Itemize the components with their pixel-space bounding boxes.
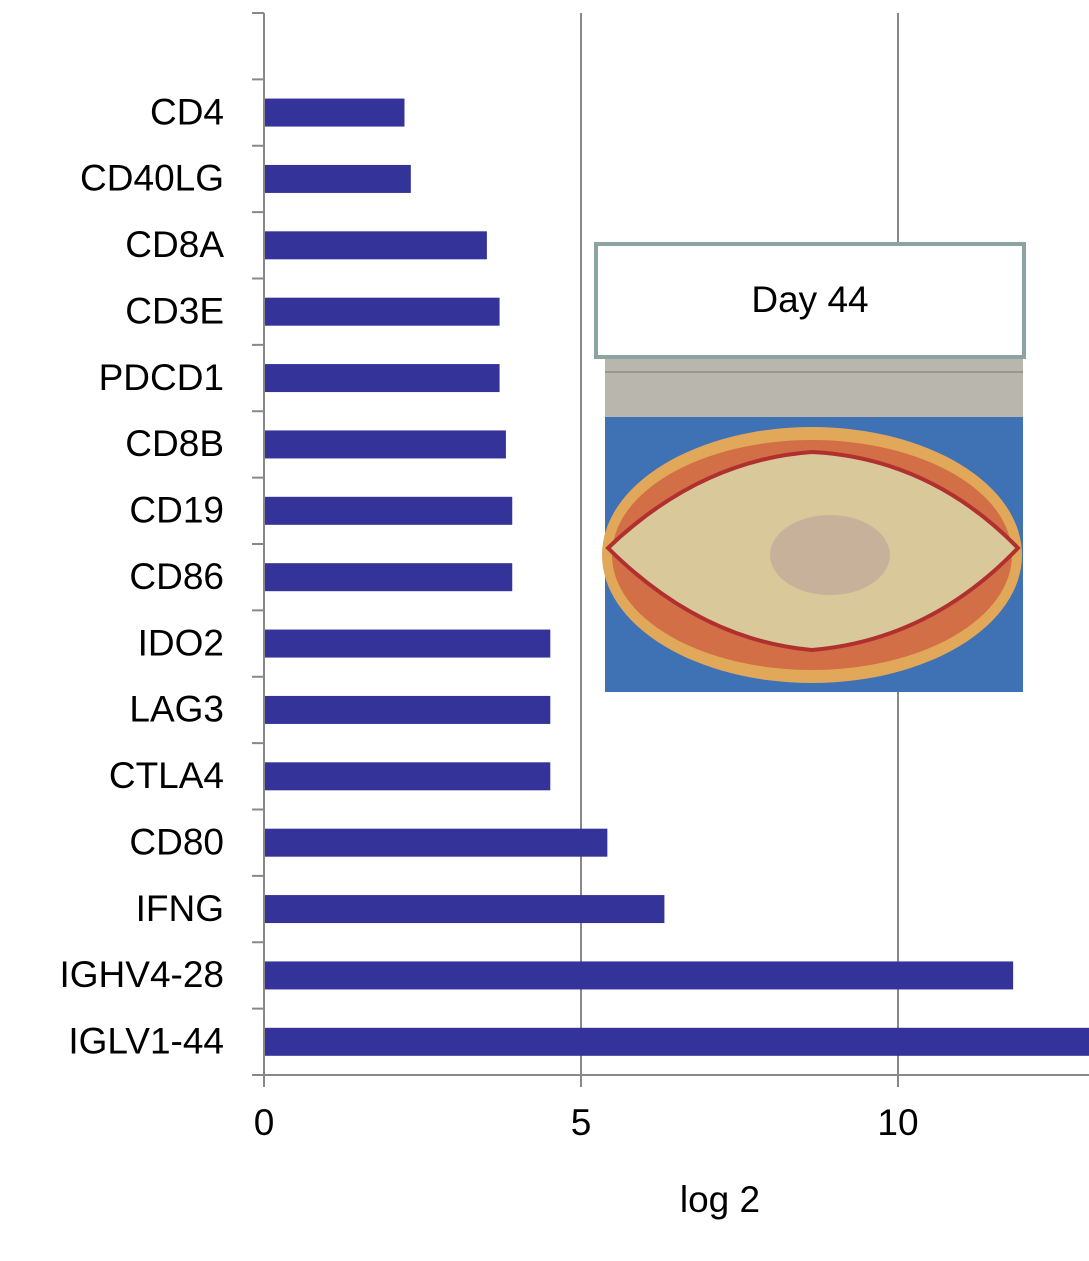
y-tick-label: LAG3: [129, 689, 224, 730]
annotation: Day 44: [751, 279, 868, 320]
bar: [265, 828, 608, 857]
y-tick-label: PDCD1: [99, 357, 224, 398]
bar: [265, 98, 405, 127]
x-axis-title: log 2: [680, 1179, 760, 1220]
bar: [265, 297, 500, 326]
bar: [265, 629, 551, 658]
y-tick-label: IFNG: [136, 888, 224, 929]
bar: [265, 496, 513, 525]
x-tick-label: 0: [254, 1102, 275, 1143]
y-tick-label: IDO2: [138, 622, 224, 663]
y-tick-label: CD86: [129, 556, 224, 597]
photo-inset: [602, 357, 1023, 692]
y-tick-label: IGHV4-28: [59, 954, 224, 995]
bar: [265, 1027, 1089, 1056]
bar: [265, 364, 500, 393]
y-tick-label: CD3E: [125, 290, 224, 331]
y-tick-label: CD8A: [125, 224, 224, 265]
bar: [265, 164, 411, 193]
bar: [265, 231, 487, 260]
x-tick-label: 10: [877, 1102, 918, 1143]
bar: [265, 895, 665, 924]
y-tick-label: CD8B: [125, 423, 224, 464]
annotation-box: [594, 242, 1026, 359]
x-tick-label: 5: [571, 1102, 592, 1143]
bar: [265, 563, 513, 592]
y-tick-label: CD80: [129, 821, 224, 862]
y-tick-label: CD40LG: [80, 158, 224, 199]
y-tick-label: CD4: [150, 91, 224, 132]
bar: [265, 762, 551, 791]
y-tick-label: CTLA4: [109, 755, 224, 796]
bar: [265, 430, 506, 459]
y-tick-label: CD19: [129, 490, 224, 531]
bar: [265, 695, 551, 724]
bar: [265, 961, 1014, 990]
y-tick-label: IGLV1-44: [68, 1021, 224, 1062]
